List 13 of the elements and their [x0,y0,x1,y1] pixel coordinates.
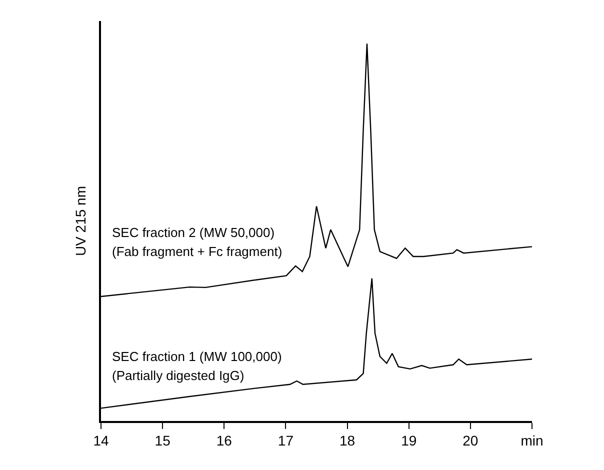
x-tick-label: min [520,432,544,449]
annotation: SEC fraction 2 (MW 50,000) [112,225,275,240]
x-tick-label: 15 [154,432,171,449]
annotation: SEC fraction 1 (MW 100,000) [112,349,282,364]
x-tick-label: 19 [401,432,417,449]
annotation: (Partially digested IgG) [112,368,244,383]
annotation: (Fab fragment + Fc fragment) [112,244,282,259]
x-tick-label: 16 [216,432,232,449]
x-tick-label: 18 [340,432,356,449]
x-tick-label: 14 [93,432,109,449]
y-axis-title: UV 215 nm [72,186,88,256]
x-tick-label: 20 [462,432,478,449]
x-tick-label: 17 [278,432,294,449]
